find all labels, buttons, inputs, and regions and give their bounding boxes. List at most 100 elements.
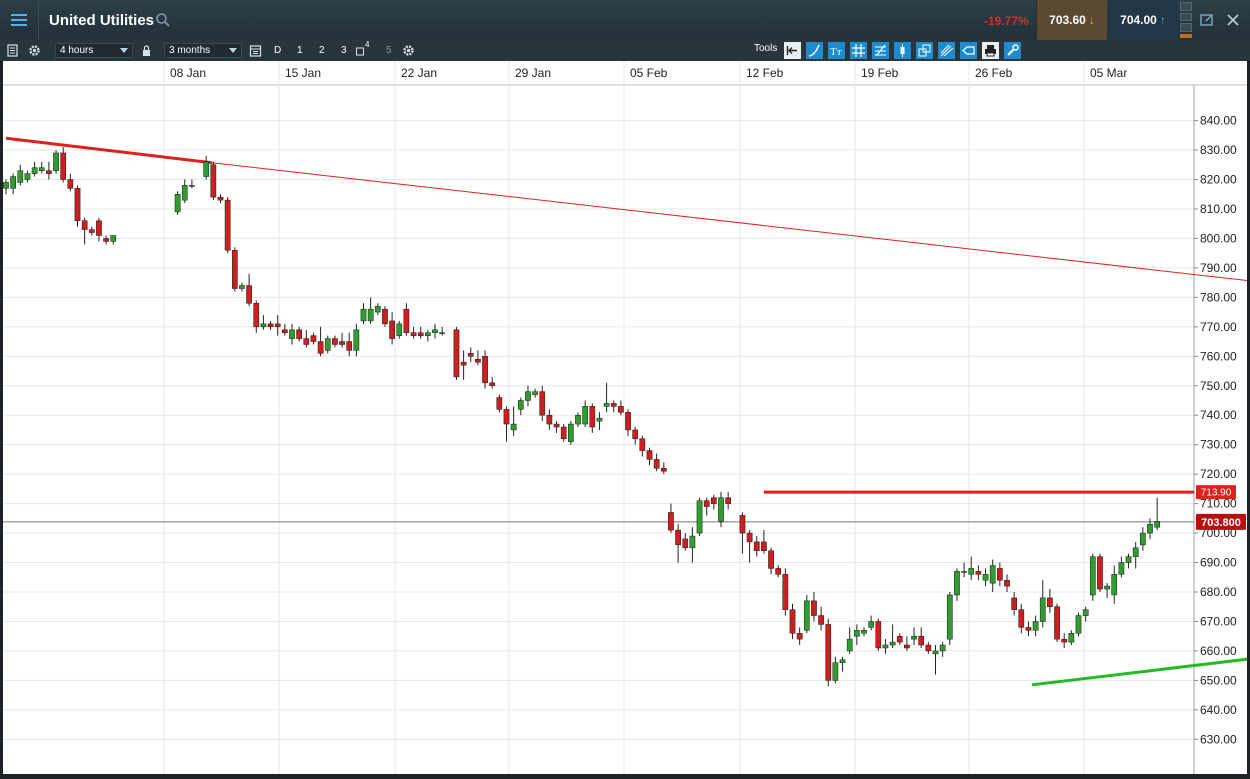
candle-body: [17, 170, 24, 183]
period-button-5[interactable]: 5: [386, 45, 392, 56]
menu-button[interactable]: [0, 0, 39, 40]
candle-body: [296, 329, 302, 339]
candle-body: [224, 199, 231, 251]
candle: [1104, 583, 1110, 598]
candle: [961, 562, 967, 578]
candle-body: [811, 600, 817, 616]
close-icon[interactable]: [1225, 12, 1241, 28]
interval-select[interactable]: 4 hours: [55, 43, 133, 58]
back-arrow-icon[interactable]: [784, 42, 801, 59]
candle-body: [396, 323, 403, 336]
channel-tool-icon[interactable]: [916, 42, 933, 59]
y-tick-label: 720.00: [1200, 467, 1237, 481]
x-tick-label: 05 Mar: [1090, 66, 1127, 80]
calendar-icon[interactable]: [247, 42, 264, 59]
candle-body: [496, 397, 503, 410]
candle: [81, 217, 88, 245]
candle-body: [818, 615, 824, 625]
popout-icon[interactable]: [1199, 12, 1215, 28]
candle: [74, 185, 81, 227]
chart-list-icon[interactable]: [4, 42, 21, 59]
candle-body: [317, 341, 324, 354]
candle: [768, 547, 774, 575]
candle: [839, 656, 846, 672]
period-button-1[interactable]: 1: [297, 45, 303, 56]
candle-body: [103, 238, 109, 242]
candle: [417, 326, 424, 339]
candle: [1140, 527, 1146, 551]
pitchfork-tool-icon[interactable]: [938, 42, 955, 59]
candle-body: [1104, 585, 1110, 590]
candle: [31, 161, 38, 177]
candle-body: [846, 638, 853, 652]
chart-settings-icon[interactable]: [400, 42, 417, 59]
candle: [10, 173, 16, 195]
y-tick-label: 820.00: [1200, 173, 1237, 187]
candle: [1018, 603, 1025, 634]
range-select[interactable]: 3 months: [164, 43, 242, 58]
candle-body: [703, 500, 710, 507]
settings-icon[interactable]: [26, 42, 43, 59]
candle: [510, 406, 517, 436]
candle-body: [453, 329, 460, 378]
candle-body: [246, 285, 252, 304]
candle-body: [610, 403, 617, 407]
candle: [939, 642, 946, 657]
lock-icon[interactable]: [138, 42, 155, 59]
candle-body: [181, 185, 188, 201]
candle: [17, 164, 24, 186]
search-icon[interactable]: [155, 12, 171, 28]
candle: [968, 556, 975, 581]
candle: [67, 173, 74, 192]
candle-body: [1011, 597, 1017, 610]
period-button-3[interactable]: 3: [341, 45, 347, 56]
candle-body: [289, 329, 295, 339]
candle: [603, 382, 610, 413]
y-tick-label: 710.00: [1200, 497, 1237, 511]
fibonacci-tool-icon[interactable]: [872, 42, 889, 59]
grid-tool-icon[interactable]: [850, 42, 867, 59]
candle-body: [868, 621, 874, 628]
buy-price-button[interactable]: 704.00 ↑: [1108, 0, 1178, 40]
sell-price-button[interactable]: 703.60 ↓: [1036, 0, 1107, 40]
text-tool-icon[interactable]: Tт: [828, 42, 845, 59]
candle: [846, 627, 853, 654]
candle-body: [632, 429, 639, 440]
candle: [525, 385, 531, 407]
period-button-2[interactable]: 2: [319, 45, 325, 56]
candle-body: [961, 571, 967, 573]
candle: [775, 565, 782, 578]
candle-body: [210, 164, 217, 198]
candle-body: [575, 414, 581, 425]
candle: [539, 385, 546, 422]
curve-tool-icon[interactable]: [806, 42, 823, 59]
tool-settings-icon[interactable]: [1004, 42, 1021, 59]
candle-body: [761, 541, 767, 551]
candle-body: [475, 358, 481, 363]
chart-area[interactable]: 840.00 830.00 820.00 810.00 800.00 790.00 780.…: [3, 61, 1247, 774]
top-bar: United Utilities -19.77% 703.60 ↓ 704.00 ↑: [0, 0, 1250, 41]
candle-body: [589, 406, 596, 428]
candle: [596, 412, 603, 430]
candle: [861, 627, 867, 637]
candle: [610, 400, 617, 413]
candle: [467, 347, 474, 363]
candle-body: [689, 535, 696, 549]
price-label-box: [1196, 485, 1236, 500]
candle-tool-icon[interactable]: [894, 42, 911, 59]
eraser-tool-icon[interactable]: [960, 42, 977, 59]
x-tick-label: 19 Feb: [861, 66, 899, 80]
y-tick-label: 810.00: [1200, 202, 1237, 216]
candle: [932, 645, 939, 675]
candle: [282, 323, 288, 336]
period-button-d[interactable]: D: [274, 45, 282, 56]
candle: [496, 394, 503, 413]
candle: [24, 170, 31, 183]
candle-body: [1097, 556, 1103, 590]
period-button-4[interactable]: 4: [356, 40, 369, 55]
candle: [1054, 603, 1060, 643]
candle-body: [832, 662, 839, 681]
print-icon[interactable]: [982, 42, 999, 59]
price-chart[interactable]: 840.00 830.00 820.00 810.00 800.00 790.00 780.…: [3, 61, 1247, 774]
candle: [796, 627, 803, 646]
